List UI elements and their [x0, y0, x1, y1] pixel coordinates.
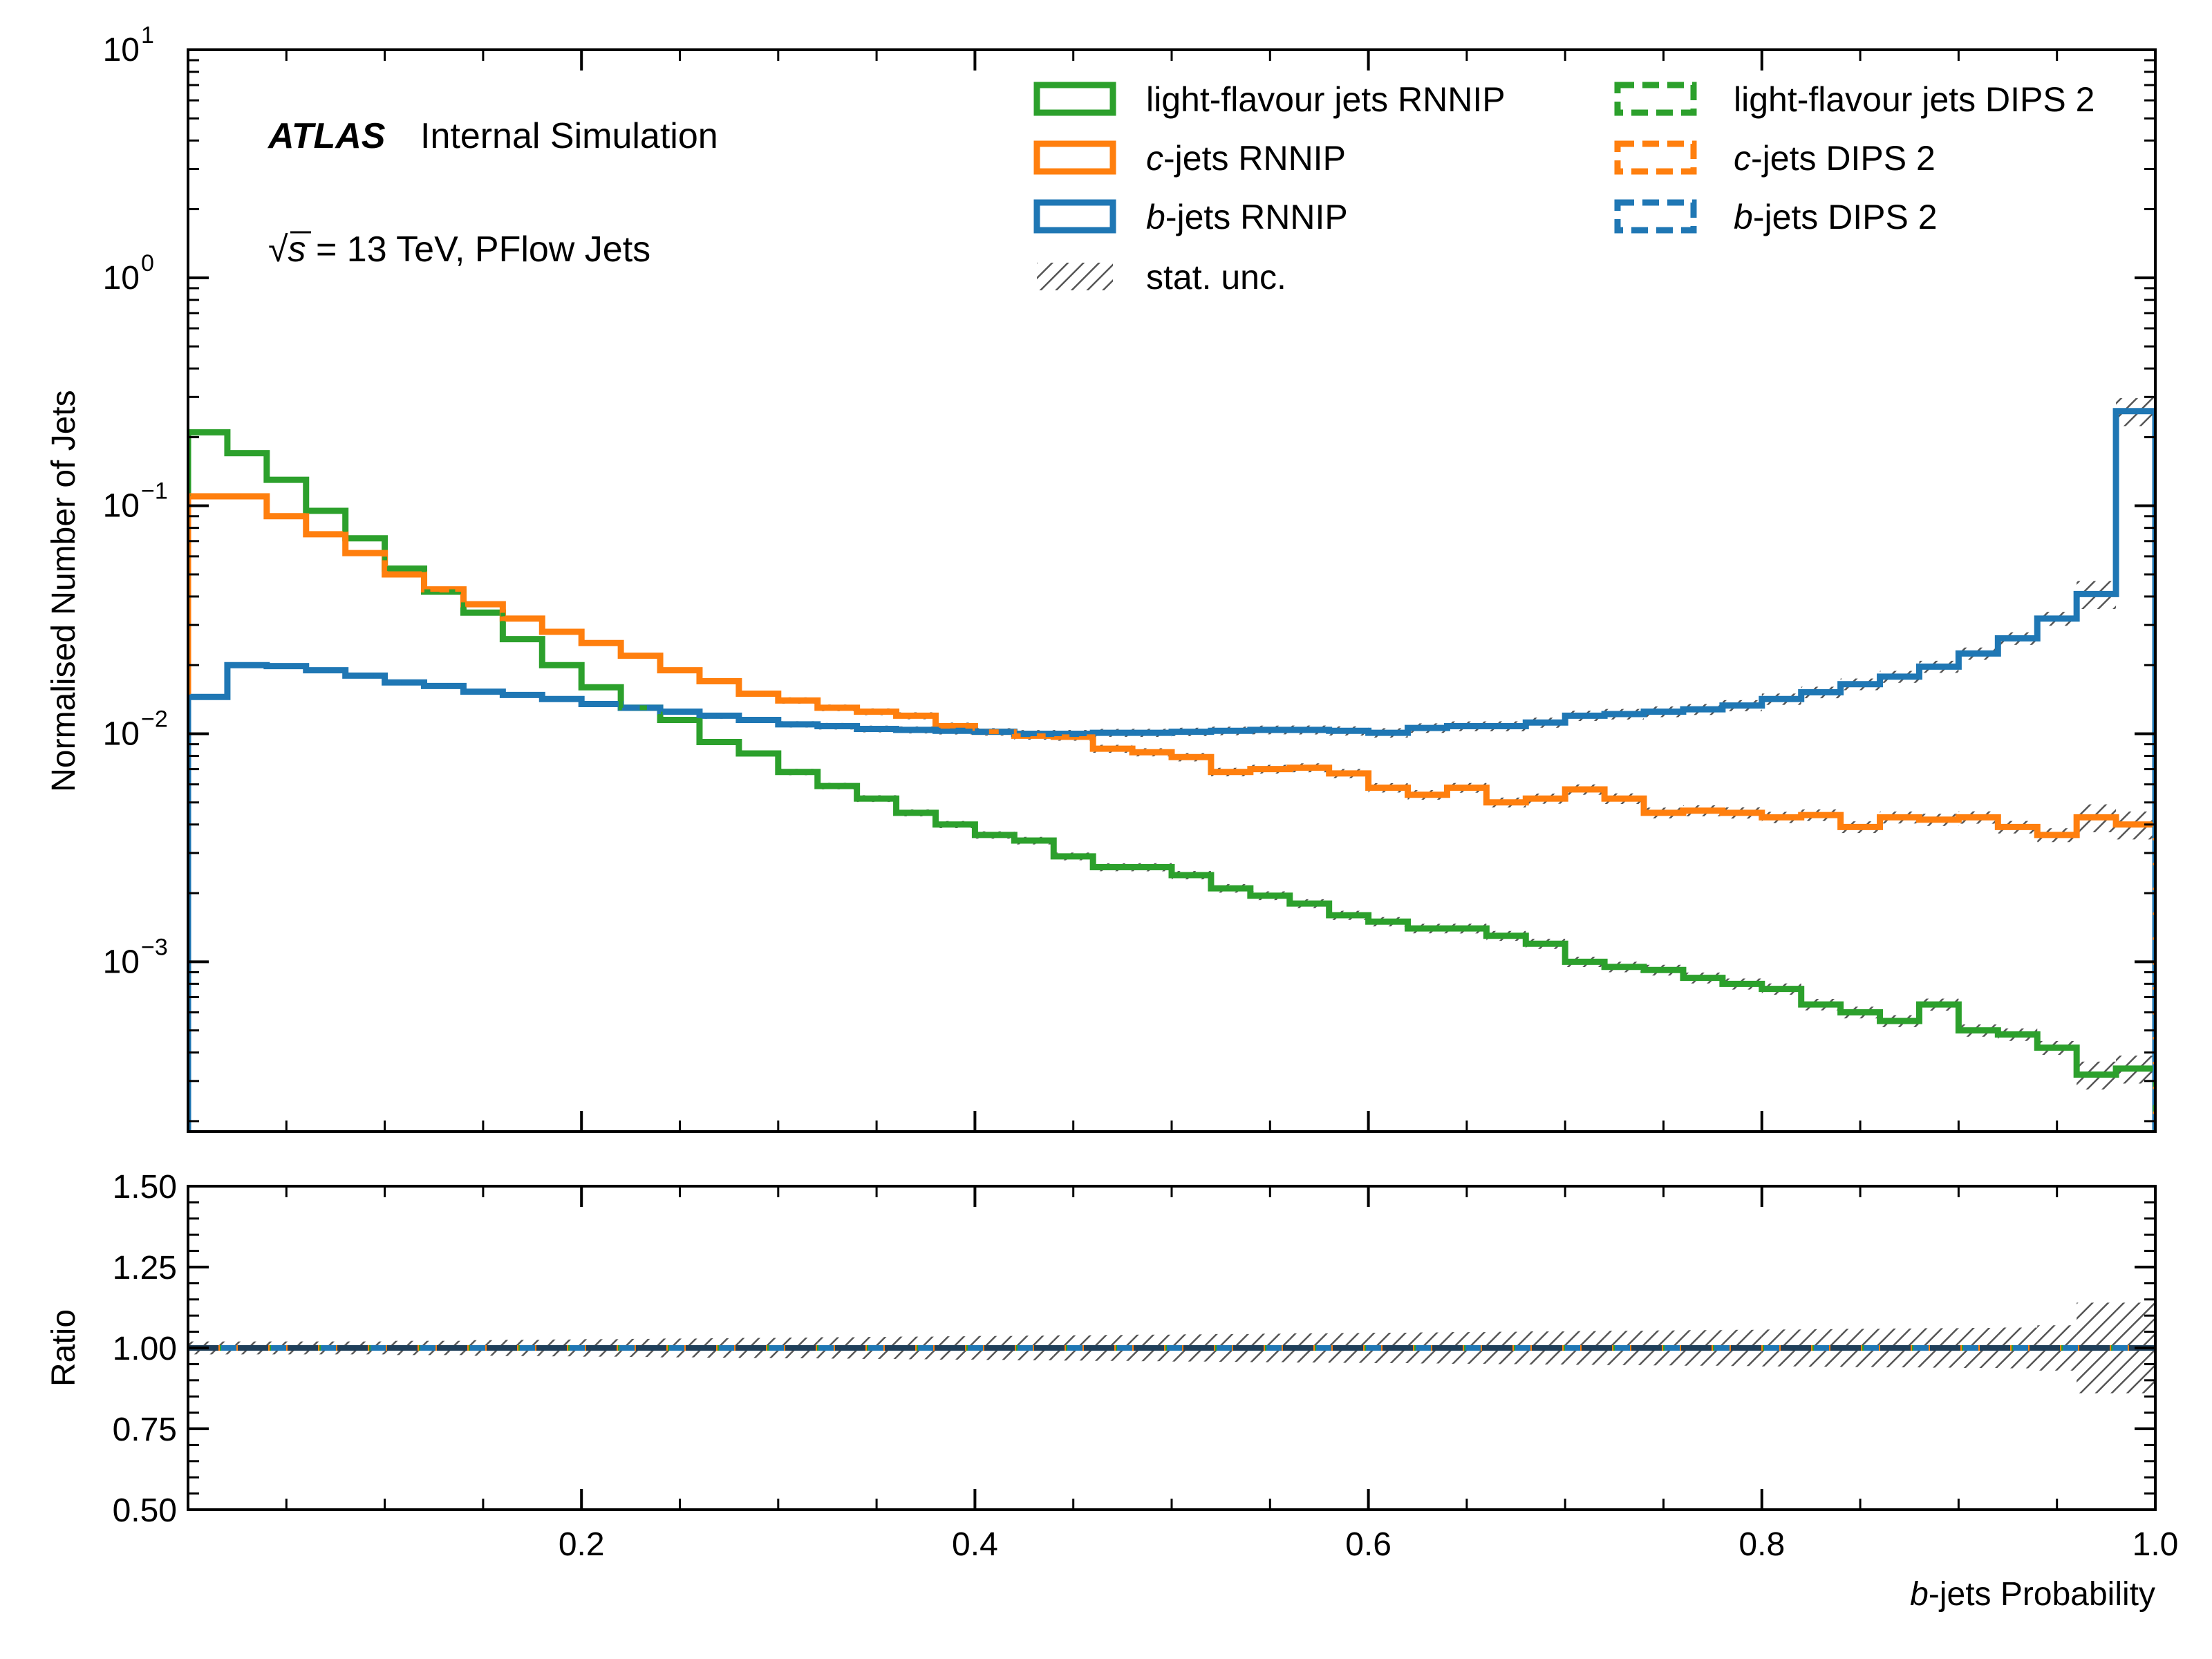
legend-label: c-jets RNNIP: [1146, 139, 1346, 178]
legend-label-prefix: light-flavour jets: [1734, 80, 1976, 119]
legend-handle: [1614, 140, 1697, 175]
legend-label: b-jets RNNIP: [1146, 198, 1348, 236]
y-tick-exponent: −1: [141, 478, 168, 505]
ratio-y-tick-label: 1.00: [113, 1331, 177, 1367]
legend-label-suffix: -jets RNNIP: [1165, 198, 1348, 236]
legend-label-suffix: DIPS 2: [1976, 80, 2094, 119]
ratio-y-tick-label: 1.25: [113, 1250, 177, 1286]
x-tick-label: 0.2: [559, 1526, 605, 1563]
y-tick-label: 10: [103, 944, 140, 980]
x-tick-label: 0.8: [1738, 1526, 1785, 1563]
ratio-axes: 0.50 0.75 1.00 1.25 1.50 0.2 0.4 0.6 0.8 1.0: [113, 1169, 2179, 1563]
y-tick-exponent: 1: [141, 22, 154, 48]
legend-label-suffix: -jets RNNIP: [1163, 139, 1346, 178]
main-ylabel: Normalised Number of Jets: [46, 390, 82, 792]
series-4-line: [188, 494, 2155, 1132]
legend-label-prefix: b: [1734, 198, 1753, 236]
legend-label-prefix: c: [1146, 139, 1163, 178]
series-0-line: [188, 429, 2155, 1132]
legend-unc-label: stat. unc.: [1146, 258, 1286, 297]
series-3-line: [188, 429, 2155, 1132]
y-tick-label: 10: [103, 488, 140, 525]
x-tick-label: 0.4: [952, 1526, 998, 1563]
legend-label-suffix: -jets DIPS 2: [1751, 139, 1936, 178]
series-5-line: [188, 409, 2155, 1132]
x-axis-label-italic: b: [1910, 1576, 1929, 1613]
legend-label: c-jets DIPS 2: [1734, 139, 1936, 178]
y-tick-label: 10: [103, 32, 140, 68]
energy-rest: = 13 TeV, PFlow Jets: [306, 229, 651, 270]
legend-handle: [1033, 199, 1116, 234]
legend-handle: [1033, 82, 1116, 116]
x-tick-label: 1.0: [2133, 1526, 2179, 1563]
atlas-status: Internal Simulation: [420, 116, 718, 156]
legend-handle: [1033, 140, 1116, 175]
energy-label: √s = 13 TeV, PFlow Jets: [268, 229, 650, 270]
legend-label-prefix: c: [1734, 139, 1751, 178]
ratio-y-tick-label: 0.50: [113, 1492, 177, 1529]
legend-handle: [1614, 199, 1697, 234]
atlas-label: ATLAS: [267, 116, 386, 156]
legend-label: light-flavour jets RNNIP: [1146, 80, 1506, 119]
x-axis-label: b-jets Probability: [1910, 1576, 2155, 1613]
main-uncertainty-bands: [188, 398, 2155, 1090]
ratio-ylabel: Ratio: [46, 1309, 82, 1387]
legend-label: light-flavour jets DIPS 2: [1734, 80, 2094, 119]
legend-unc-handle: [1037, 263, 1113, 290]
y-tick-exponent: −3: [141, 934, 168, 960]
x-tick-label: 0.6: [1345, 1526, 1391, 1563]
ratio-y-tick-label: 1.50: [113, 1169, 177, 1206]
legend-label: b-jets DIPS 2: [1734, 198, 1938, 236]
legend-label-suffix: -jets DIPS 2: [1753, 198, 1938, 236]
series-2-line: [188, 408, 2155, 1132]
series-1-line: [188, 493, 2155, 1132]
x-axis-label-rest: -jets Probability: [1929, 1576, 2155, 1613]
ratio-y-tick-label: 0.75: [113, 1412, 177, 1448]
y-tick-exponent: 0: [141, 250, 154, 276]
y-tick-exponent: −2: [141, 706, 168, 733]
legend-handle: [1614, 82, 1697, 116]
legend-label-prefix: light-flavour jets: [1146, 80, 1388, 119]
main-series: [188, 408, 2155, 1132]
y-tick-label: 10: [103, 260, 140, 297]
energy-s: s: [288, 229, 306, 270]
legend-label-suffix: RNNIP: [1388, 80, 1505, 119]
legend-label-prefix: b: [1146, 198, 1165, 236]
y-tick-label: 10: [103, 716, 140, 753]
sqrt-symbol: √: [268, 229, 288, 270]
